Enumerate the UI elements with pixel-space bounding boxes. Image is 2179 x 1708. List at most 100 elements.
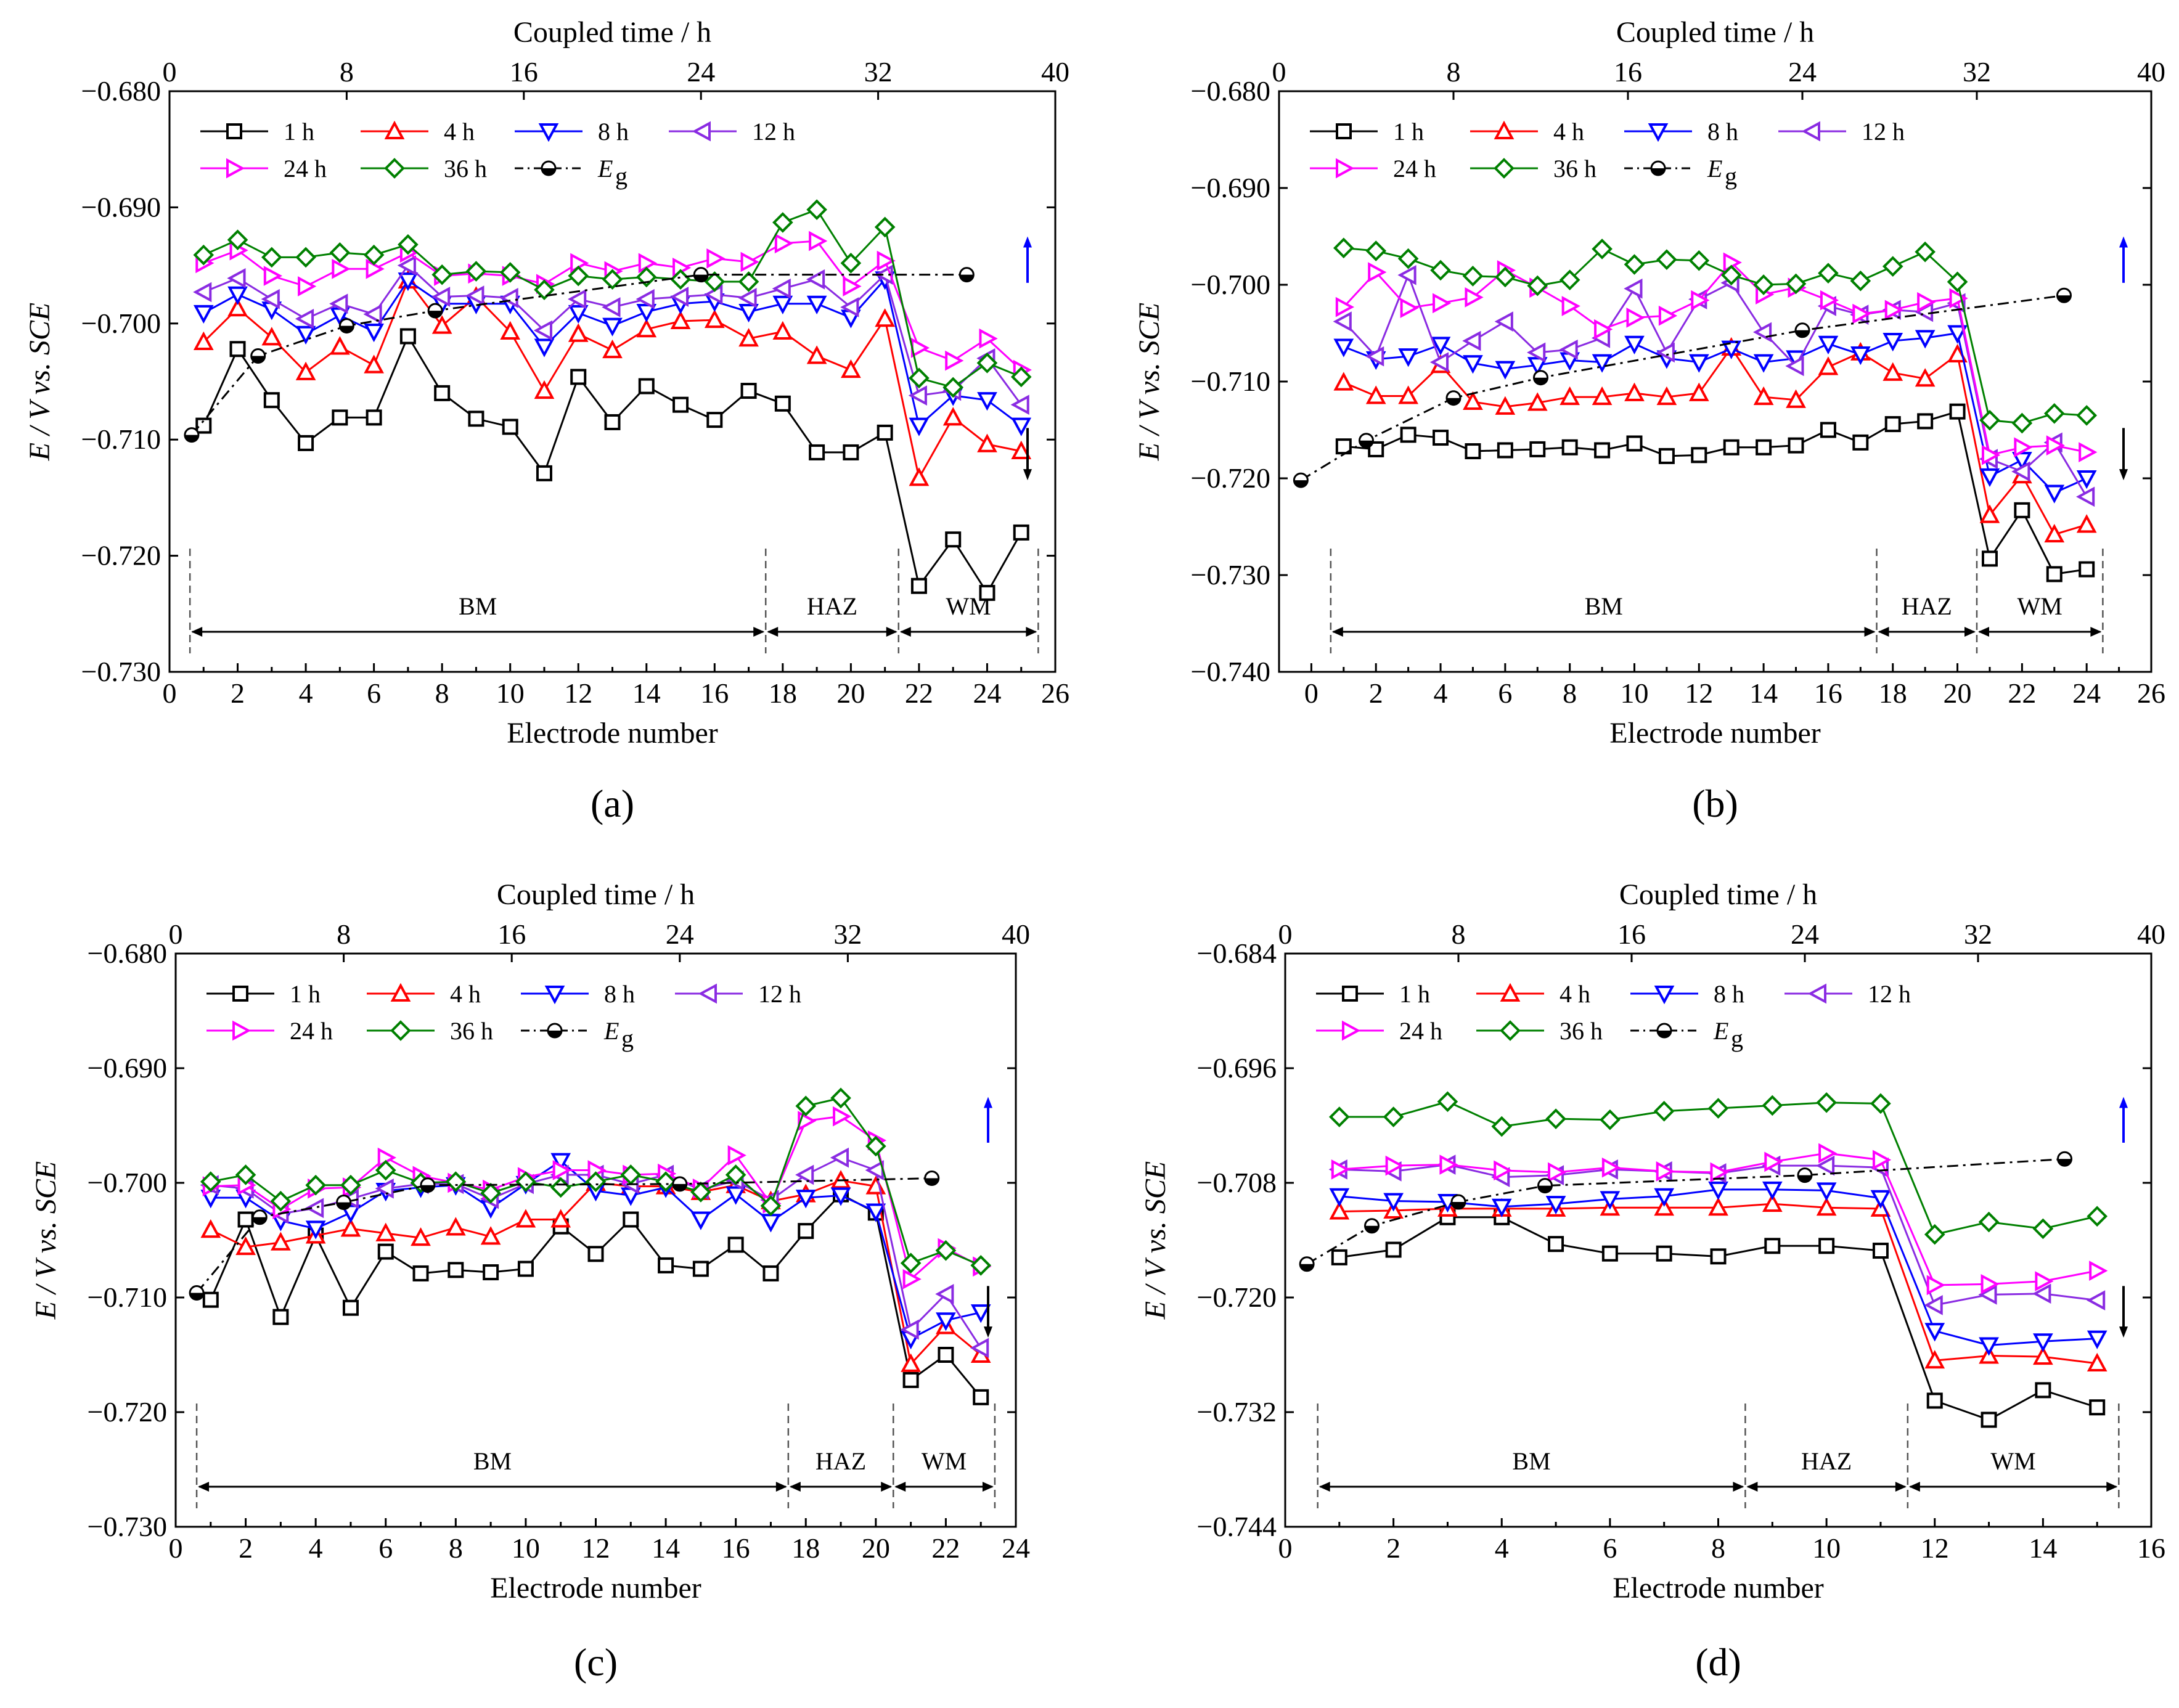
panel-a-point-12h (772, 278, 791, 299)
panel-b-x-tick-label: 12 (1685, 677, 1713, 709)
panel-b-x-axis-title: Electrode number (1609, 717, 1821, 750)
panel-c-legend-label: 12 h (758, 980, 801, 1008)
panel-b-x-tick-label: 14 (1749, 677, 1778, 709)
panel-b-region-label: WM (2018, 592, 2062, 620)
panel-a-point-12h (908, 385, 927, 406)
panel-c-point-Eg-fill (925, 1178, 939, 1185)
panel-b-point-36h (1753, 274, 1774, 295)
panel-d-point-4h (1816, 1197, 1837, 1216)
panel-b-point-36h (1785, 273, 1807, 295)
panel-c-point-36h (480, 1182, 501, 1204)
panel-c-region-label: BM (473, 1447, 512, 1475)
panel-b-point-8h (1721, 340, 1742, 359)
panel-d-legend-Eg-label: E (1713, 1017, 1728, 1045)
panel-a-x-axis-title: Electrode number (507, 717, 718, 750)
panel-b-legend-label: 24 h (1393, 155, 1436, 182)
panel-a-point-8h (772, 295, 793, 314)
panel-a-decrease-arrowhead (1023, 469, 1032, 481)
panel-a-y-axis-title: E / V vs. SCE (23, 303, 56, 461)
panel-a-point-8h (295, 325, 316, 345)
panel-b-point-Eg (1794, 322, 1810, 338)
panel-c-point-1h (412, 1265, 429, 1281)
panel-b-point-Eg-fill (1294, 480, 1308, 488)
panel-a-point-1h (1013, 524, 1029, 541)
panel-c-point-8h (550, 1153, 571, 1172)
panel-b-point-24h (1981, 444, 2001, 465)
panel-a-x-tick-label: 12 (564, 677, 592, 709)
panel-b-legend-Eg-label: E (1707, 155, 1722, 182)
panel-a-point-Eg-fill (184, 435, 198, 442)
panel-a-series-Eg-line (190, 274, 967, 436)
panel-b-point-24h (1594, 319, 1613, 340)
panel-b-point-4h (1592, 386, 1613, 406)
panel-c-point-Eg-fill (190, 1293, 204, 1300)
panel-a-point-24h (263, 266, 283, 286)
panel-b-x-tick-label: 16 (1814, 677, 1842, 709)
panel-c-x-tick-label: 0 (169, 1532, 183, 1564)
panel-a-legend-label: 1 h (284, 118, 314, 145)
panel-b-point-4h (1560, 386, 1580, 406)
panel-a-point-12h (499, 287, 518, 308)
panel-b-point-4h (1979, 504, 2000, 523)
panel-b-point-8h (1979, 468, 2000, 488)
panel-c-x-tick-label: 24 (1002, 1532, 1030, 1564)
panel-d-point-24h (1926, 1275, 1945, 1296)
panel-a-region-arrowhead (886, 627, 897, 637)
panel-a-point-8h (1011, 417, 1032, 436)
panel-b-point-1h (1497, 442, 1513, 459)
panel-b-point-Eg-fill (1534, 377, 1548, 385)
panel-d-decrease-arrowhead (2119, 1326, 2128, 1338)
panel-b-point-1h (1949, 403, 1966, 420)
panel-a-point-8h (534, 338, 555, 358)
panel-b-point-4h (1463, 391, 1483, 410)
panel-b-point-Eg (1445, 390, 1462, 406)
panel-c: 0 2 4 6 8 10 12 14 16 18 20 22 240 8 16 24 32 40−0.730−0.… (30, 878, 1030, 1604)
panel-b-legend-item-1h: 1 h (1310, 118, 1424, 145)
panel-c-legend-item-12h: 12 h (675, 980, 801, 1008)
panel-c-point-Eg-fill (253, 1217, 267, 1224)
panel-d-point-24h (1764, 1151, 1783, 1172)
panel-a-point-4h (329, 336, 350, 355)
panel-d-y-tick-label: −0.720 (1197, 1281, 1277, 1313)
panel-b-point-24h (2014, 437, 2033, 458)
panel-b-point-1h (1723, 439, 1740, 456)
panel-c-point-24h (902, 1269, 922, 1289)
panel-a-point-1h (263, 392, 280, 409)
panel-d-legend-label: 4 h (1560, 980, 1590, 1008)
panel-a-legend-item-8h: 8 h (515, 118, 629, 145)
panel-a-point-12h (806, 269, 825, 290)
panel-a-point-4h (431, 315, 452, 334)
panel-d-point-8h (1383, 1193, 1404, 1212)
panel-b-point-Eg (2056, 287, 2072, 303)
panel-a-legend-label: 12 h (752, 118, 795, 145)
panel-c-region-label: HAZ (816, 1447, 866, 1475)
panel-d: 0 2 4 6 8 10 12 14 160 8 16 24 32 40−0.744−0.732−0.72… (1139, 878, 2165, 1604)
panel-c-point-Eg (336, 1195, 352, 1211)
panel-d-point-1h (1872, 1243, 1889, 1259)
panel-b-region-label: HAZ (1902, 592, 1952, 620)
panel-a-legend-marker (692, 121, 711, 142)
panel-a-point-1h (229, 341, 246, 358)
panel-c-point-1h (973, 1389, 989, 1405)
panel-c-point-36h (375, 1159, 396, 1181)
panel-c-point-36h (935, 1240, 957, 1261)
panel-b-legend-label: 8 h (1707, 118, 1738, 145)
panel-b-point-36h (2076, 405, 2098, 426)
panel-a-point-1h (434, 385, 451, 401)
panel-c-point-8h (761, 1214, 781, 1233)
panel-b-point-1h (1465, 443, 1481, 460)
panel-b-top-x-tick-label: 16 (1614, 56, 1642, 88)
panel-d-point-12h (1978, 1284, 1997, 1305)
panel-a-point-1h (979, 584, 995, 601)
panel-b-point-24h (1465, 287, 1484, 308)
panel-c-region-arrowhead (894, 1482, 906, 1492)
panel-d-top-x-tick-label: 0 (1278, 918, 1293, 950)
panel-c-point-1h (727, 1236, 744, 1253)
panel-b-point-4h (1495, 396, 1516, 415)
panel-d-point-12h (1924, 1295, 1943, 1315)
panel-d-point-4h (2033, 1346, 2053, 1365)
panel-a-point-24h (774, 233, 794, 254)
panel-a-point-1h (332, 409, 348, 426)
panel-a-legend-item-1h: 1 h (200, 118, 314, 145)
panel-c-point-4h (411, 1227, 431, 1246)
